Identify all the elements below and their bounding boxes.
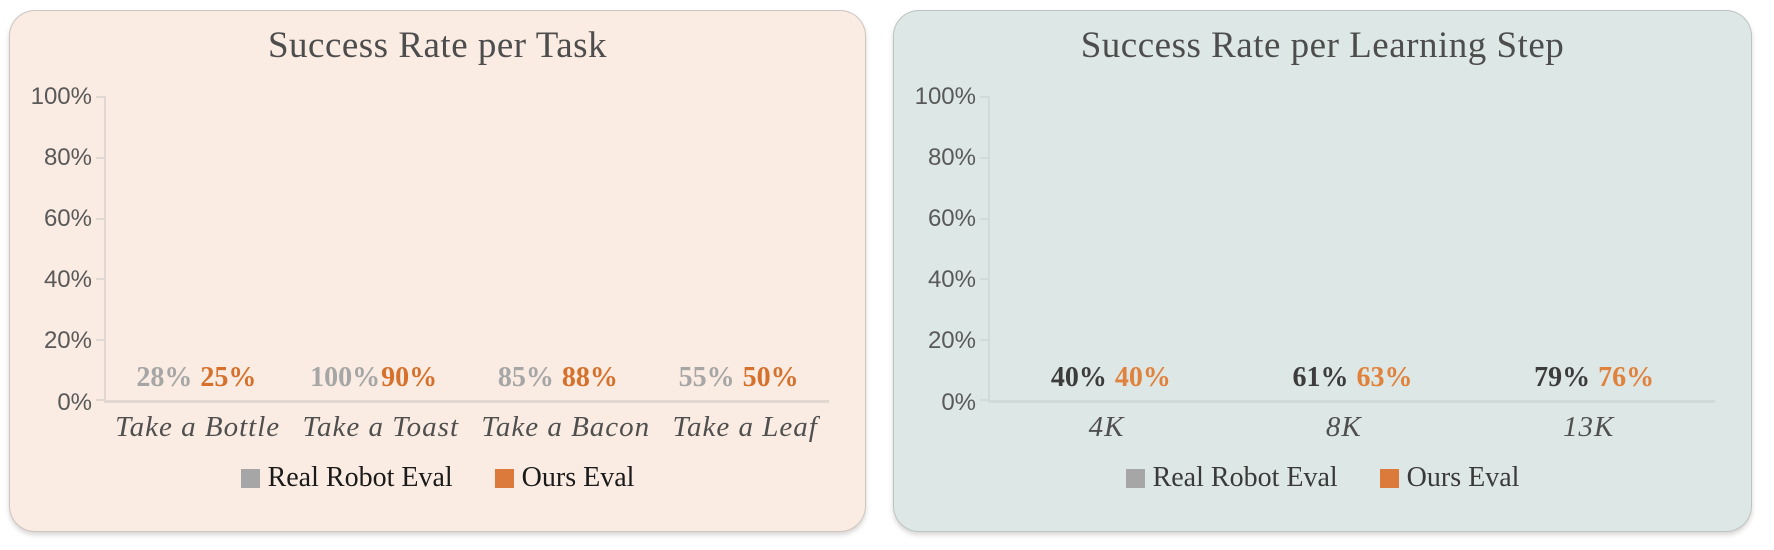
- plot-groups: 40% 40% 61% 63% 79% 76%: [990, 97, 1715, 400]
- y-tick-mark: [980, 399, 990, 402]
- legend-item: Real Robot Eval: [240, 462, 453, 494]
- y-tick-mark: [96, 338, 106, 341]
- plot-groups: 28% 25% 100% 90% 85% 88% 55% 50%: [106, 97, 829, 400]
- legend-swatch-icon: [1125, 468, 1145, 488]
- y-tick-label: 40%: [43, 266, 92, 294]
- y-tick-label: 100%: [914, 82, 976, 110]
- legend: Real Robot Eval Ours Eval: [894, 462, 1751, 494]
- y-tick-label: 60%: [927, 205, 976, 232]
- plot-area: 28% 25% 100% 90% 85% 88% 55% 50%: [96, 96, 829, 404]
- category-label: Take a Toast: [302, 411, 460, 444]
- plot-area: 40% 40% 61% 63% 79% 76%: [980, 96, 1715, 404]
- bar-value-label: 28%: [136, 362, 193, 394]
- y-tick-label: 40%: [927, 266, 976, 294]
- bar-value-label: 40%: [1114, 362, 1171, 394]
- legend-swatch-icon: [494, 468, 514, 488]
- y-tick-mark: [980, 217, 990, 220]
- chart-body: 0% 20% 40% 60% 80% 100% 40% 40% 61% 63% 79% 76%: [894, 83, 1751, 416]
- bar-value-label: 85%: [497, 362, 554, 394]
- bar-value-label: 55%: [678, 362, 735, 394]
- y-tick-label: 0%: [941, 388, 976, 416]
- chart-title: Success Rate per Task: [267, 25, 608, 66]
- y-tick-mark: [980, 157, 990, 159]
- chart-card-success-rate-per-learning-step: Success Rate per Learning Step 0% 20% 40% 6…: [893, 10, 1752, 532]
- y-tick-mark: [980, 338, 990, 341]
- bar-value-label: 90%: [381, 362, 438, 394]
- category-label: 13K: [1562, 411, 1615, 444]
- bar-value-label: 50%: [742, 362, 799, 394]
- y-tick-mark: [96, 278, 106, 281]
- legend-label: Ours Eval: [521, 462, 635, 494]
- legend: Real Robot Eval Ours Eval: [10, 462, 865, 494]
- category-label: Take a Bottle: [115, 411, 281, 444]
- bar-value-label: 100%: [310, 362, 381, 394]
- bar-value-label: 76%: [1598, 362, 1655, 394]
- y-tick-label: 80%: [927, 143, 976, 171]
- y-tick-mark: [96, 217, 106, 220]
- y-tick-mark: [96, 399, 106, 402]
- y-axis: 0% 20% 40% 60% 80% 100%: [10, 83, 104, 416]
- bar-value-label: 61%: [1292, 362, 1349, 394]
- y-tick-mark: [96, 96, 106, 99]
- bar-value-label: 79%: [1534, 362, 1591, 394]
- legend-label: Real Robot Eval: [1152, 462, 1338, 494]
- chart-card-success-rate-per-task: Success Rate per Task 0% 20% 40% 60% 80% 100%…: [9, 10, 866, 532]
- legend-swatch-icon: [240, 468, 260, 488]
- y-tick-label: 80%: [43, 143, 92, 171]
- legend-item: Ours Eval: [494, 462, 635, 494]
- chart-body: 0% 20% 40% 60% 80% 100% 28% 25% 100% 90% 85% 88% 55…: [10, 83, 865, 416]
- category-label: 4K: [1088, 411, 1125, 444]
- y-tick-mark: [980, 96, 990, 99]
- y-tick-label: 0%: [57, 388, 92, 416]
- x-axis-labels: 4K 8K 13K: [988, 411, 1715, 444]
- y-tick-mark: [980, 278, 990, 281]
- bar-value-label: 40%: [1050, 362, 1107, 394]
- legend-swatch-icon: [1379, 468, 1399, 488]
- category-label: Take a Bacon: [481, 411, 651, 444]
- y-tick-mark: [96, 157, 106, 159]
- category-label: Take a Leaf: [672, 411, 818, 444]
- bar-value-label: 63%: [1356, 362, 1413, 394]
- y-tick-label: 20%: [43, 327, 92, 355]
- legend-label: Real Robot Eval: [267, 462, 453, 494]
- x-axis-labels: Take a Bottle Take a Toast Take a Bacon Tak…: [104, 411, 829, 444]
- legend-label: Ours Eval: [1406, 462, 1520, 494]
- legend-item: Ours Eval: [1379, 462, 1520, 494]
- y-tick-label: 100%: [30, 82, 92, 110]
- bar-value-label: 88%: [561, 362, 618, 394]
- chart-title: Success Rate per Learning Step: [1080, 25, 1565, 66]
- category-label: 8K: [1325, 411, 1362, 444]
- y-tick-label: 60%: [43, 205, 92, 232]
- y-tick-label: 20%: [927, 327, 976, 355]
- y-axis: 0% 20% 40% 60% 80% 100%: [894, 83, 988, 416]
- legend-item: Real Robot Eval: [1125, 462, 1338, 494]
- bar-value-label: 25%: [200, 362, 257, 394]
